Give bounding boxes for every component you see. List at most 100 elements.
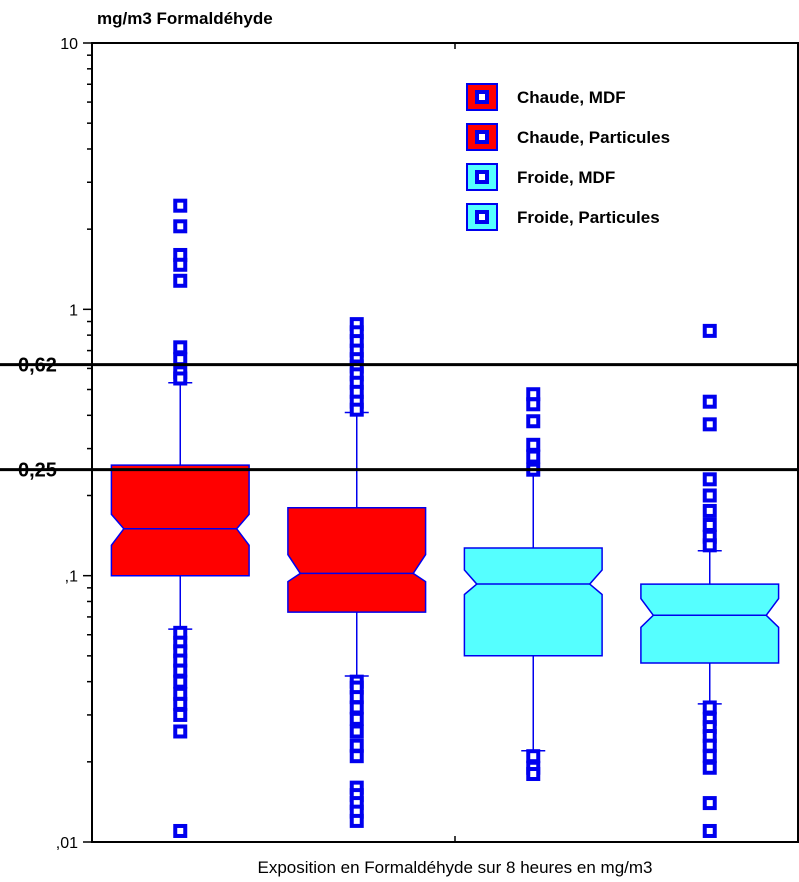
outlier-center [177, 629, 184, 636]
outlier-center [177, 344, 184, 351]
notched-box [287, 506, 427, 613]
outlier-center [353, 728, 360, 735]
outlier-center [353, 684, 360, 691]
outlier-center [353, 715, 360, 722]
y-tick-label: ,1 [65, 569, 78, 586]
y-axis: 10 1 ,1 ,01 [56, 36, 456, 852]
outlier-center [706, 542, 713, 549]
legend-item: Froide, Particules [466, 203, 660, 231]
outlier-center [177, 202, 184, 209]
reference-label: 0,25 [18, 460, 57, 482]
outlier-center [177, 827, 184, 834]
outlier-center [353, 338, 360, 345]
box-froide-particules [640, 323, 780, 838]
outlier-center [706, 715, 713, 722]
outlier-center [706, 704, 713, 711]
notched-box [110, 464, 250, 577]
outlier-center [353, 792, 360, 799]
outlier-center [353, 379, 360, 386]
outlier-center [177, 700, 184, 707]
outlier-center [353, 800, 360, 807]
outlier-center [530, 771, 537, 778]
outlier-center [706, 507, 713, 514]
box-chaude-mdf [110, 198, 250, 838]
plot-frame [91, 42, 799, 843]
outlier-center [353, 347, 360, 354]
outlier-center [177, 648, 184, 655]
outlier-center [706, 398, 713, 405]
legend-label: Froide, Particules [517, 208, 660, 227]
outlier-center [177, 667, 184, 674]
legend-marker-center [479, 94, 485, 100]
outlier-center [530, 453, 537, 460]
y-tick-label: ,01 [56, 835, 78, 852]
chart-title: mg/m3 Formaldéhyde [97, 9, 273, 28]
notched-box [463, 547, 603, 657]
legend-item: Froide, MDF [466, 163, 615, 191]
legend-marker-center [479, 134, 485, 140]
outlier-center [177, 728, 184, 735]
outlier-center [706, 764, 713, 771]
outlier-center [353, 398, 360, 405]
outlier-center [353, 742, 360, 749]
outlier-center [353, 704, 360, 711]
outlier-center [530, 418, 537, 425]
legend-marker-center [479, 174, 485, 180]
reference-lines: 0,62 0,25 [0, 355, 798, 482]
outlier-center [706, 327, 713, 334]
legend-label: Froide, MDF [517, 168, 615, 187]
legend-swatch [466, 203, 498, 231]
outlier-center [706, 800, 713, 807]
outlier-center [353, 753, 360, 760]
box-froide-mdf [463, 387, 603, 782]
outlier-center [177, 261, 184, 268]
outlier-center [177, 690, 184, 697]
x-axis-label: Exposition en Formaldéhyde sur 8 heures … [258, 858, 653, 877]
outlier-center [353, 329, 360, 336]
outlier-center [706, 476, 713, 483]
outlier-center [530, 401, 537, 408]
outlier-center [706, 492, 713, 499]
outlier-center [706, 421, 713, 428]
outlier-center [353, 694, 360, 701]
outlier-center [177, 639, 184, 646]
outlier-center [353, 817, 360, 824]
outlier-center [177, 678, 184, 685]
outlier-center [353, 406, 360, 413]
outlier-center [177, 277, 184, 284]
outlier-center [706, 753, 713, 760]
notched-box [640, 583, 780, 664]
outlier-center [353, 371, 360, 378]
legend-item: Chaude, Particules [466, 123, 670, 151]
outlier-center [530, 391, 537, 398]
outlier-center [353, 808, 360, 815]
outlier-center [706, 742, 713, 749]
y-tick-label: 1 [69, 302, 78, 319]
outlier-center [706, 521, 713, 528]
box-chaude-particules [287, 317, 427, 828]
outlier-center [706, 827, 713, 834]
outlier-center [530, 441, 537, 448]
y-tick-label: 10 [60, 36, 78, 53]
outlier-center [530, 753, 537, 760]
outlier-center [353, 356, 360, 363]
outlier-center [177, 711, 184, 718]
outlier-center [177, 223, 184, 230]
outlier-center [177, 375, 184, 382]
legend-label: Chaude, MDF [517, 88, 626, 107]
outlier-center [353, 363, 360, 370]
outlier-center [353, 321, 360, 328]
legend-marker-center [479, 214, 485, 220]
boxes [110, 198, 780, 838]
legend-item: Chaude, MDF [466, 83, 626, 111]
outlier-center [706, 533, 713, 540]
outlier-center [177, 657, 184, 664]
outlier-center [706, 724, 713, 731]
legend: Chaude, MDF Chaude, Particules Froide, MDF… [466, 83, 670, 231]
outlier-center [353, 388, 360, 395]
legend-label: Chaude, Particules [517, 128, 670, 147]
outlier-center [353, 784, 360, 791]
outlier-center [706, 733, 713, 740]
outlier-center [177, 356, 184, 363]
